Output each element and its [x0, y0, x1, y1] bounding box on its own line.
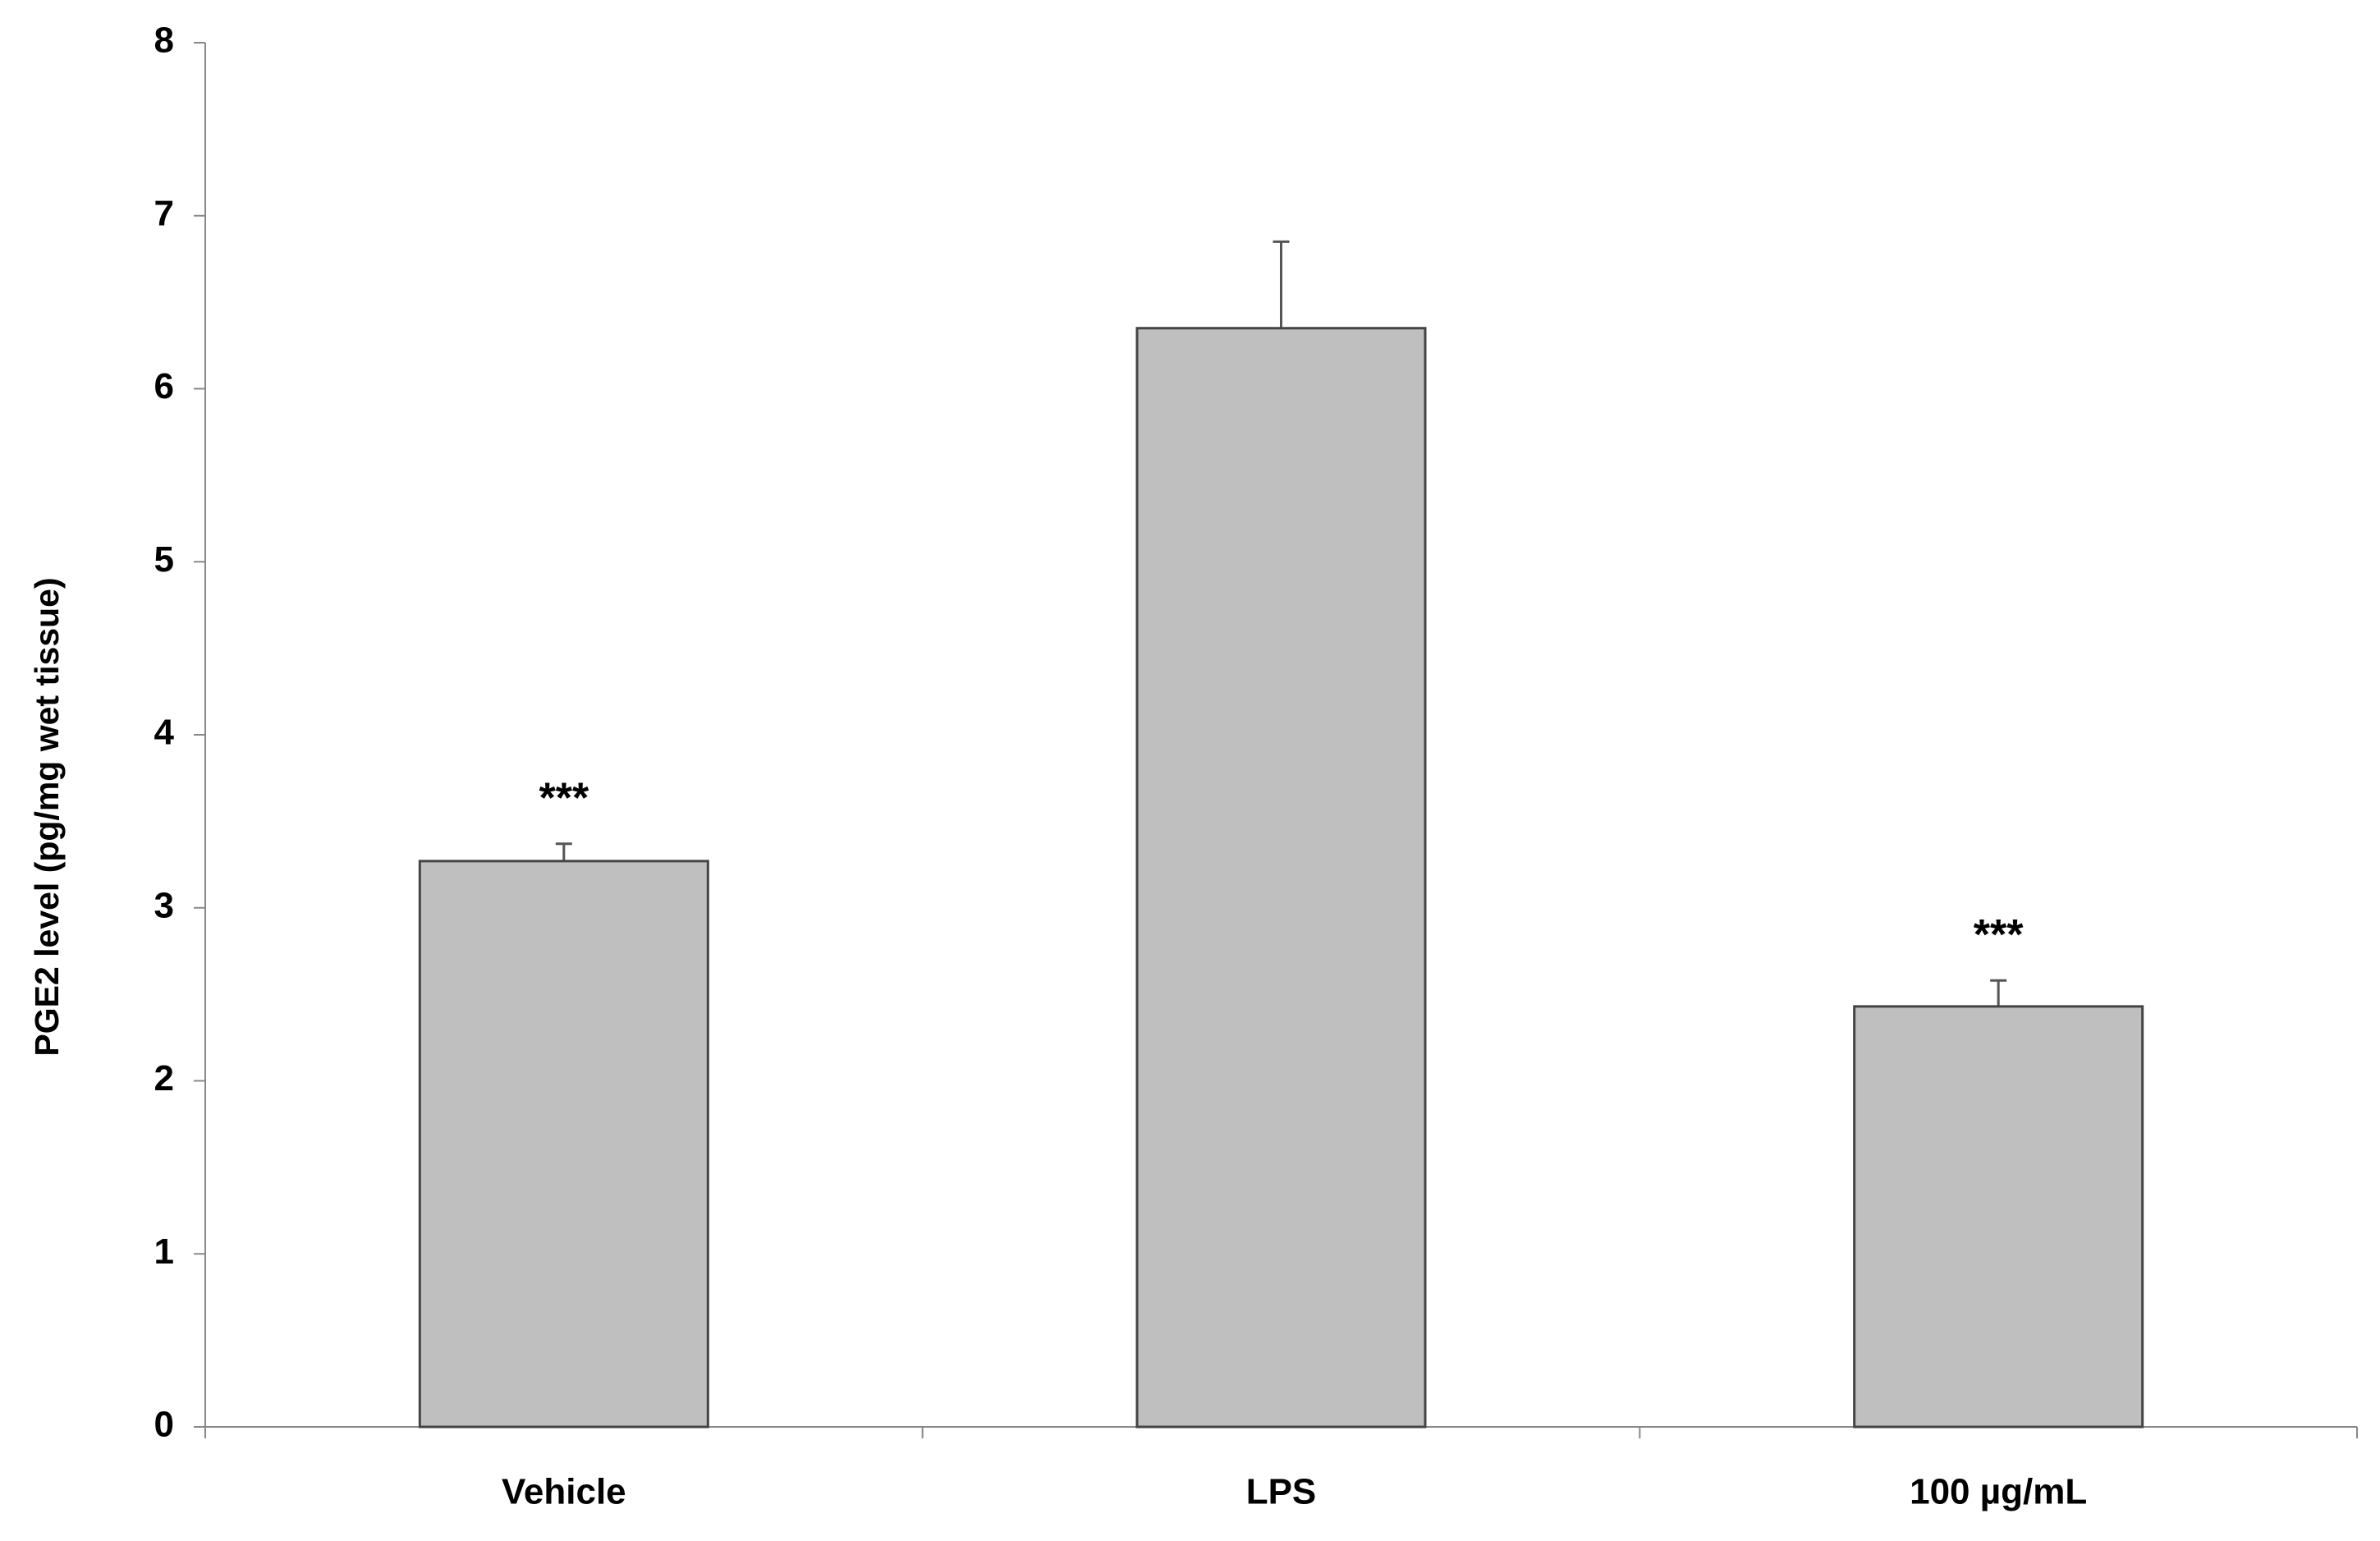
y-tick-label: 6	[154, 366, 174, 406]
x-tick-label: LPS	[1246, 1472, 1317, 1512]
x-tick-label: 100 µg/mL	[1910, 1472, 2087, 1512]
y-tick-label: 8	[154, 21, 174, 61]
significance-label: ***	[539, 775, 589, 823]
y-tick-label: 0	[154, 1405, 174, 1445]
y-tick-label: 5	[154, 539, 174, 580]
y-tick-label: 2	[154, 1058, 174, 1098]
y-axis-label: PGE2 level (pg/mg wet tissue)	[28, 577, 66, 1056]
bar	[1853, 1005, 2144, 1429]
y-tick-label: 7	[154, 193, 174, 233]
significance-label: ***	[1974, 911, 2024, 959]
y-tick-label: 3	[154, 885, 174, 925]
x-tick-label: Vehicle	[502, 1472, 626, 1512]
y-tick-label: 1	[154, 1231, 174, 1272]
y-tick-label: 4	[154, 713, 175, 753]
bar	[418, 860, 709, 1429]
bar	[1135, 327, 1427, 1429]
